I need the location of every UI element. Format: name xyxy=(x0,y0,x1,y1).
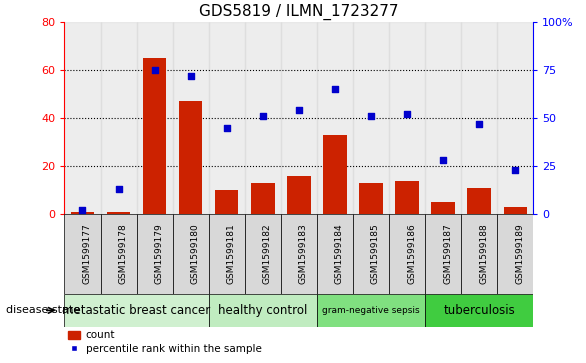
Point xyxy=(366,113,376,119)
Text: gram-negative sepsis: gram-negative sepsis xyxy=(322,306,420,315)
Point xyxy=(331,86,340,92)
Text: GSM1599180: GSM1599180 xyxy=(190,224,200,285)
FancyBboxPatch shape xyxy=(353,214,389,294)
FancyBboxPatch shape xyxy=(389,214,425,294)
Text: metastatic breast cancer: metastatic breast cancer xyxy=(63,304,211,317)
Bar xyxy=(497,22,533,214)
Text: GSM1599183: GSM1599183 xyxy=(299,224,308,285)
Bar xyxy=(461,22,497,214)
FancyBboxPatch shape xyxy=(209,294,317,327)
Bar xyxy=(137,22,173,214)
Bar xyxy=(64,22,101,214)
Bar xyxy=(353,22,389,214)
Bar xyxy=(143,58,166,214)
Text: GSM1599182: GSM1599182 xyxy=(263,224,272,285)
Bar xyxy=(396,180,419,214)
Title: GDS5819 / ILMN_1723277: GDS5819 / ILMN_1723277 xyxy=(199,4,398,20)
Bar xyxy=(173,22,209,214)
Point xyxy=(258,113,267,119)
Point xyxy=(510,167,520,173)
Bar xyxy=(107,212,130,214)
Bar xyxy=(215,190,239,214)
FancyBboxPatch shape xyxy=(497,214,533,294)
Point xyxy=(475,121,484,127)
FancyBboxPatch shape xyxy=(425,214,461,294)
Bar xyxy=(245,22,281,214)
Text: healthy control: healthy control xyxy=(218,304,308,317)
Bar xyxy=(389,22,425,214)
Point xyxy=(403,111,412,117)
Bar xyxy=(468,188,491,214)
FancyBboxPatch shape xyxy=(245,214,281,294)
Bar xyxy=(281,22,317,214)
Bar xyxy=(359,183,383,214)
FancyBboxPatch shape xyxy=(209,214,245,294)
FancyBboxPatch shape xyxy=(281,214,317,294)
Legend: count, percentile rank within the sample: count, percentile rank within the sample xyxy=(64,326,265,358)
Bar xyxy=(71,212,94,214)
Bar xyxy=(179,101,202,214)
Text: GSM1599179: GSM1599179 xyxy=(155,224,163,285)
Point xyxy=(186,73,195,78)
FancyBboxPatch shape xyxy=(173,214,209,294)
Text: GSM1599186: GSM1599186 xyxy=(407,224,416,285)
Text: GSM1599184: GSM1599184 xyxy=(335,224,344,285)
FancyBboxPatch shape xyxy=(137,214,173,294)
Point xyxy=(150,67,159,73)
Text: disease state: disease state xyxy=(6,305,80,315)
Bar xyxy=(101,22,137,214)
Bar xyxy=(287,176,311,214)
Point xyxy=(114,186,123,192)
Text: GSM1599185: GSM1599185 xyxy=(371,224,380,285)
FancyBboxPatch shape xyxy=(317,294,425,327)
Text: GSM1599177: GSM1599177 xyxy=(83,224,91,285)
Text: GSM1599188: GSM1599188 xyxy=(479,224,488,285)
FancyBboxPatch shape xyxy=(64,294,209,327)
Text: GSM1599187: GSM1599187 xyxy=(443,224,452,285)
Bar xyxy=(425,22,461,214)
Bar xyxy=(323,135,347,214)
FancyBboxPatch shape xyxy=(317,214,353,294)
Text: GSM1599178: GSM1599178 xyxy=(118,224,128,285)
Text: tuberculosis: tuberculosis xyxy=(443,304,515,317)
Text: GSM1599189: GSM1599189 xyxy=(515,224,524,285)
FancyBboxPatch shape xyxy=(461,214,497,294)
Bar xyxy=(251,183,274,214)
Point xyxy=(438,158,448,163)
Bar xyxy=(209,22,245,214)
FancyBboxPatch shape xyxy=(425,294,533,327)
Bar xyxy=(317,22,353,214)
Point xyxy=(294,107,304,113)
Bar xyxy=(503,207,527,214)
Text: GSM1599181: GSM1599181 xyxy=(227,224,236,285)
FancyBboxPatch shape xyxy=(64,214,101,294)
Bar xyxy=(431,202,455,214)
FancyBboxPatch shape xyxy=(101,214,137,294)
Point xyxy=(78,207,87,213)
Point xyxy=(222,125,231,130)
